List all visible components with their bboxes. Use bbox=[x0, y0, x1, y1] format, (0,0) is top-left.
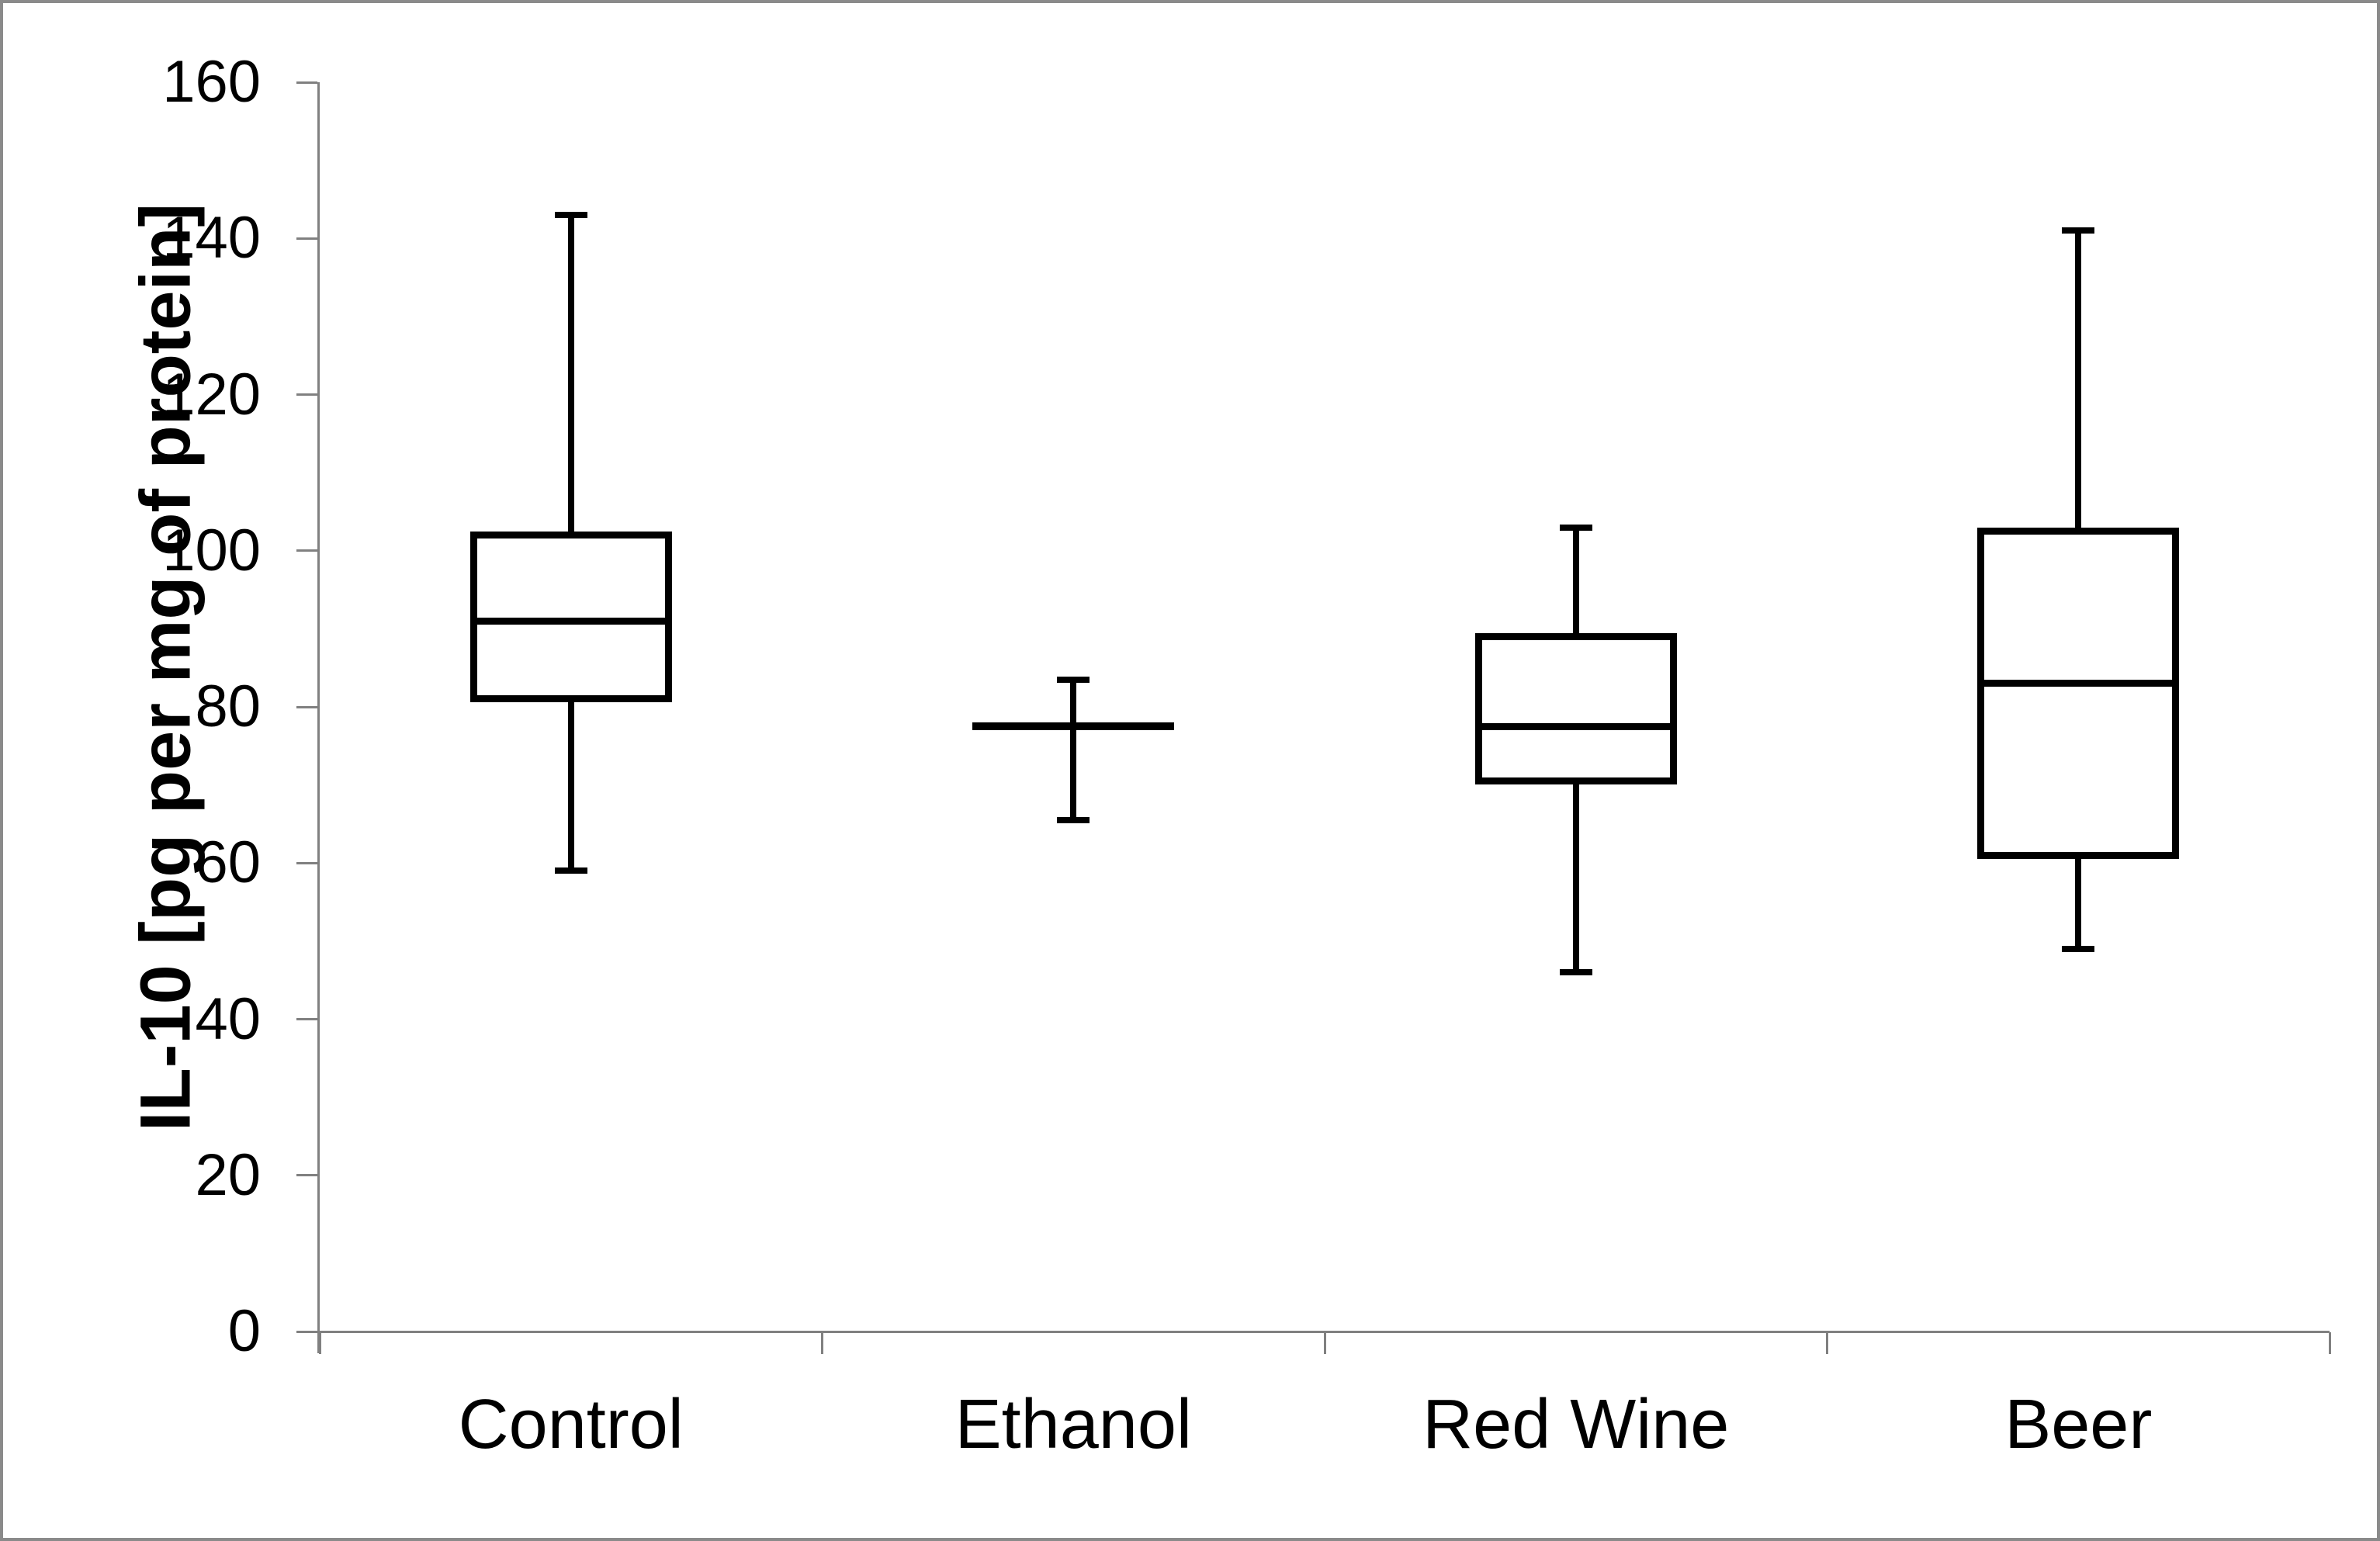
box-beer bbox=[1977, 528, 2180, 859]
x-tick bbox=[318, 1332, 321, 1354]
y-axis-line bbox=[317, 82, 320, 1353]
y-tick bbox=[296, 1174, 317, 1177]
whisker-upper-control bbox=[567, 215, 574, 535]
whisker-cap-upper-beer bbox=[2062, 227, 2095, 234]
whisker-upper-ethanol bbox=[1070, 679, 1077, 727]
x-tick bbox=[2328, 1332, 2331, 1354]
median-line-beer bbox=[1977, 680, 2180, 687]
median-line-red-wine bbox=[1474, 722, 1677, 730]
y-tick-label: 120 bbox=[162, 361, 261, 428]
whisker-lower-ethanol bbox=[1070, 726, 1077, 820]
whisker-cap-upper-ethanol bbox=[1057, 676, 1090, 683]
y-tick-label: 100 bbox=[162, 517, 261, 584]
y-tick bbox=[296, 705, 317, 708]
box-control bbox=[469, 532, 672, 703]
whisker-cap-lower-beer bbox=[2062, 945, 2095, 952]
whisker-cap-upper-red-wine bbox=[1559, 524, 1592, 531]
whisker-cap-upper-control bbox=[554, 212, 587, 219]
median-line-control bbox=[469, 617, 672, 625]
box-red-wine bbox=[1474, 632, 1677, 785]
whisker-upper-red-wine bbox=[1572, 527, 1579, 637]
y-tick bbox=[296, 1018, 317, 1020]
y-tick-label: 20 bbox=[195, 1141, 261, 1208]
y-tick-label: 140 bbox=[162, 205, 261, 272]
y-tick bbox=[296, 81, 317, 84]
category-label-control: Control bbox=[458, 1386, 684, 1463]
y-tick bbox=[296, 549, 317, 552]
whisker-cap-lower-ethanol bbox=[1057, 816, 1090, 823]
category-label-red-wine: Red Wine bbox=[1422, 1386, 1730, 1463]
x-tick bbox=[821, 1332, 823, 1354]
x-tick bbox=[1826, 1332, 1828, 1354]
whisker-upper-beer bbox=[2075, 230, 2082, 532]
whisker-lower-control bbox=[567, 698, 574, 871]
x-tick bbox=[1323, 1332, 1326, 1354]
y-tick-label: 60 bbox=[195, 829, 261, 896]
y-tick bbox=[296, 1330, 317, 1333]
category-label-ethanol: Ethanol bbox=[954, 1386, 1192, 1463]
y-tick-label: 40 bbox=[195, 985, 261, 1052]
y-tick bbox=[296, 393, 317, 396]
whisker-cap-lower-red-wine bbox=[1559, 969, 1592, 976]
y-tick-label: 0 bbox=[227, 1298, 261, 1364]
y-tick bbox=[296, 237, 317, 240]
y-tick-label: 80 bbox=[195, 674, 261, 739]
y-tick bbox=[296, 861, 317, 864]
whisker-lower-beer bbox=[2075, 855, 2082, 949]
whisker-cap-lower-control bbox=[554, 867, 587, 874]
whisker-lower-red-wine bbox=[1572, 781, 1579, 973]
x-axis-line bbox=[317, 1331, 2330, 1333]
y-tick-label: 160 bbox=[162, 49, 261, 115]
median-line-ethanol bbox=[972, 722, 1175, 731]
category-label-beer: Beer bbox=[2004, 1386, 2153, 1463]
